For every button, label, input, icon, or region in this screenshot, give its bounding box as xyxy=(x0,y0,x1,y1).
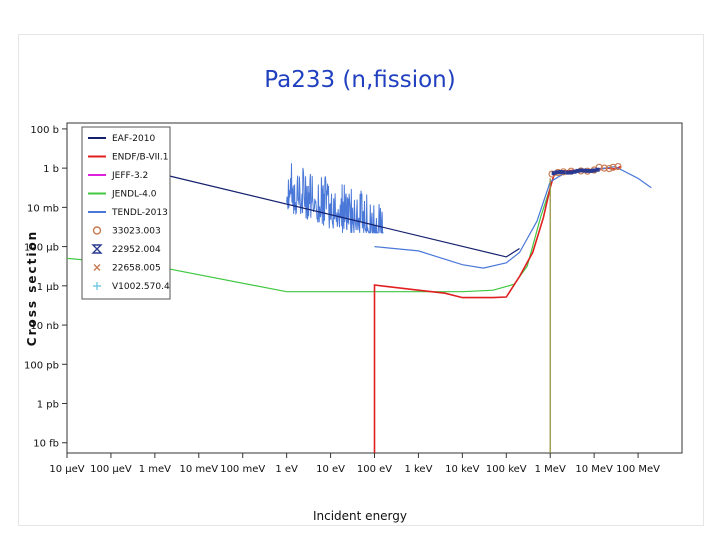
data-point-22952 xyxy=(582,168,587,173)
y-tick-label: 10 fb xyxy=(33,439,59,450)
y-tick-label: 10 nb xyxy=(30,321,59,332)
data-point-22952 xyxy=(551,171,556,176)
y-tick-label: 1 μb xyxy=(37,282,59,293)
legend-swatch xyxy=(93,282,101,290)
data-point-22952 xyxy=(595,167,600,172)
y-tick-label: 1 b xyxy=(43,164,59,175)
legend-label: 22658.005 xyxy=(112,264,161,274)
x-tick-label: 100 eV xyxy=(357,464,392,475)
data-point-22952 xyxy=(554,170,559,175)
data-point-33023 xyxy=(609,163,617,171)
data-point-33023 xyxy=(605,164,613,173)
legend-label: EAF-2010 xyxy=(112,134,155,144)
legend-swatch xyxy=(93,264,101,271)
data-point-22952 xyxy=(592,168,597,173)
x-tick-label: 1 keV xyxy=(404,464,432,475)
x-tick-label: 100 MeV xyxy=(616,464,660,475)
data-point-22952 xyxy=(569,170,574,175)
legend: EAF-2010 ENDF/B-VII.1 JEFF-3.2 JENDL-4.0 TEN… xyxy=(81,126,171,300)
legend-label: JENDL-4.0 xyxy=(111,190,157,200)
legend-label: 33023.003 xyxy=(112,227,161,237)
x-tick-label: 1 MeV xyxy=(535,464,566,475)
x-tick-label: 10 MeV xyxy=(575,464,613,475)
y-tick-label: 10 mb xyxy=(27,203,59,214)
chart-title: Pa233 (n,fission) xyxy=(264,67,455,93)
legend-label: 22952.004 xyxy=(112,245,161,255)
series-jendl-4-0 xyxy=(67,187,551,293)
x-axis-ticks: 10 μeV 100 μeV 1 meV 10 meV 100 meV 1 eV 10 eV… xyxy=(49,453,660,475)
data-point-22952 xyxy=(558,169,563,174)
data-point-22952 xyxy=(578,168,583,173)
data-point-22952 xyxy=(585,168,590,173)
plot-series xyxy=(67,162,652,453)
x-tick-label: 1 eV xyxy=(275,464,298,475)
legend-label: JEFF-3.2 xyxy=(111,171,148,181)
x-axis-label: Incident energy xyxy=(313,509,407,523)
series-endf-b-vii-1 xyxy=(373,165,621,453)
x-tick-label: 10 keV xyxy=(445,464,479,475)
y-tick-label: 100 μb xyxy=(24,243,59,254)
y-tick-label: 100 b xyxy=(30,125,59,136)
series-eaf-2010 xyxy=(154,171,520,258)
x-tick-label: 100 μeV xyxy=(90,464,132,475)
x-tick-label: 10 meV xyxy=(179,464,218,475)
y-axis-label: Cross section xyxy=(25,230,39,346)
x-tick-label: 10 μeV xyxy=(49,464,84,475)
legend-swatch xyxy=(91,244,103,254)
data-point-22952 xyxy=(589,168,594,173)
data-point-22952 xyxy=(561,170,566,175)
legend-swatch xyxy=(92,226,102,235)
y-tick-label: 100 pb xyxy=(24,360,59,371)
x-tick-label: 100 meV xyxy=(220,464,265,475)
data-point-33023 xyxy=(600,164,608,172)
data-point-22952 xyxy=(572,169,577,174)
data-point-22952 xyxy=(565,170,570,175)
data-point-33023 xyxy=(614,162,622,171)
x-tick-label: 100 keV xyxy=(486,464,527,475)
legend-label: V1002.570.4 xyxy=(112,282,170,292)
y-axis-ticks: 100 b 1 b 10 mb 100 μb 1 μb 10 nb 100 pb 1 pb 10… xyxy=(24,125,67,450)
data-point-22952 xyxy=(575,168,580,173)
legend-label: TENDL-2013 xyxy=(111,208,168,218)
y-tick-label: 1 pb xyxy=(37,400,59,411)
series-tendl-resonances xyxy=(286,163,384,234)
legend-label: ENDF/B-VII.1 xyxy=(112,153,169,163)
x-tick-label: 10 eV xyxy=(316,464,345,475)
x-tick-label: 1 meV xyxy=(139,464,171,475)
slide-frame xyxy=(18,34,704,526)
